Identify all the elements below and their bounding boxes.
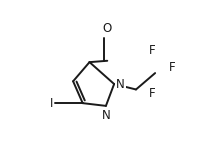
Text: N: N <box>102 109 110 122</box>
Text: I: I <box>50 97 53 110</box>
Text: F: F <box>148 87 155 100</box>
Text: O: O <box>103 22 112 36</box>
Text: N: N <box>116 78 125 90</box>
Text: F: F <box>169 61 175 74</box>
Text: F: F <box>148 44 155 57</box>
